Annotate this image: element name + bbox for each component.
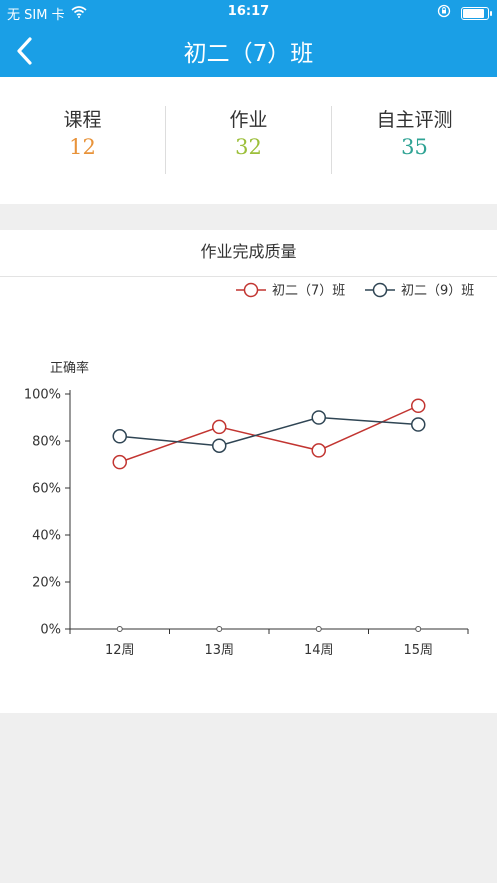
back-button[interactable] [10, 34, 40, 68]
divider [165, 106, 166, 174]
stat-label: 作业 [229, 109, 268, 131]
series-line [119, 416, 419, 447]
y-tick-label: 40% [32, 529, 61, 544]
data-point[interactable] [311, 410, 326, 425]
data-point[interactable] [212, 419, 227, 435]
data-point[interactable] [212, 438, 227, 453]
status-bar: 无 SIM 卡 16:17 [0, 0, 497, 26]
stat-self-test[interactable]: 自主评测 35 [332, 77, 497, 204]
status-time: 16:17 [227, 4, 270, 19]
y-tick-label: 0% [40, 623, 61, 638]
stat-value: 32 [235, 135, 262, 159]
divider [331, 106, 332, 174]
y-tick-label: 20% [32, 576, 61, 591]
x-tick-label: 12周 [105, 643, 135, 658]
data-point[interactable] [311, 443, 326, 458]
baseline-point [315, 626, 322, 632]
stat-homework[interactable]: 作业 32 [166, 77, 331, 204]
x-tick-label: 13周 [204, 643, 234, 658]
legend-label: 初二（9）班 [401, 284, 474, 299]
y-tick-label: 100% [24, 388, 61, 403]
stat-label: 课程 [63, 109, 102, 131]
data-point[interactable] [112, 429, 127, 444]
top-bar: 无 SIM 卡 16:17 初二（7）班 [0, 0, 497, 77]
stat-label: 自主评测 [376, 109, 453, 131]
chart-section-title: 作业完成质量 [0, 230, 497, 277]
y-axis-title: 正确率 [50, 360, 89, 376]
wifi-icon [71, 5, 87, 22]
series-line [119, 405, 419, 463]
baseline-point [415, 626, 422, 632]
battery-icon [461, 6, 492, 20]
stats-panel: 课程 12 作业 32 自主评测 35 [0, 77, 497, 204]
legend-marker [372, 282, 388, 298]
x-tick-label: 14周 [304, 643, 334, 658]
stat-value: 35 [401, 135, 428, 159]
page-title: 初二（7）班 [183, 41, 314, 67]
legend-marker [243, 282, 259, 298]
baseline-point [216, 626, 223, 632]
chevron-left-icon [17, 37, 32, 65]
rotation-lock-icon [437, 4, 451, 22]
data-point[interactable] [411, 417, 426, 432]
x-tick-label: 15周 [403, 643, 433, 658]
chart-card: 作业完成质量 初二（7）班 初二（9）班正确率 0% 20% 40% 60% 80% 100%… [0, 230, 497, 713]
baseline-point [116, 626, 123, 632]
legend-label: 初二（7）班 [272, 284, 345, 299]
data-point[interactable] [112, 454, 127, 470]
y-tick-label: 80% [32, 435, 61, 450]
legend-item[interactable]: 初二（7）班 [236, 282, 345, 299]
data-point[interactable] [411, 398, 426, 413]
legend-item[interactable]: 初二（9）班 [365, 282, 474, 299]
carrier-label: 无 SIM 卡 [7, 8, 65, 23]
y-tick-label: 60% [32, 482, 61, 497]
stat-value: 12 [69, 135, 96, 159]
stat-courses[interactable]: 课程 12 [0, 77, 165, 204]
